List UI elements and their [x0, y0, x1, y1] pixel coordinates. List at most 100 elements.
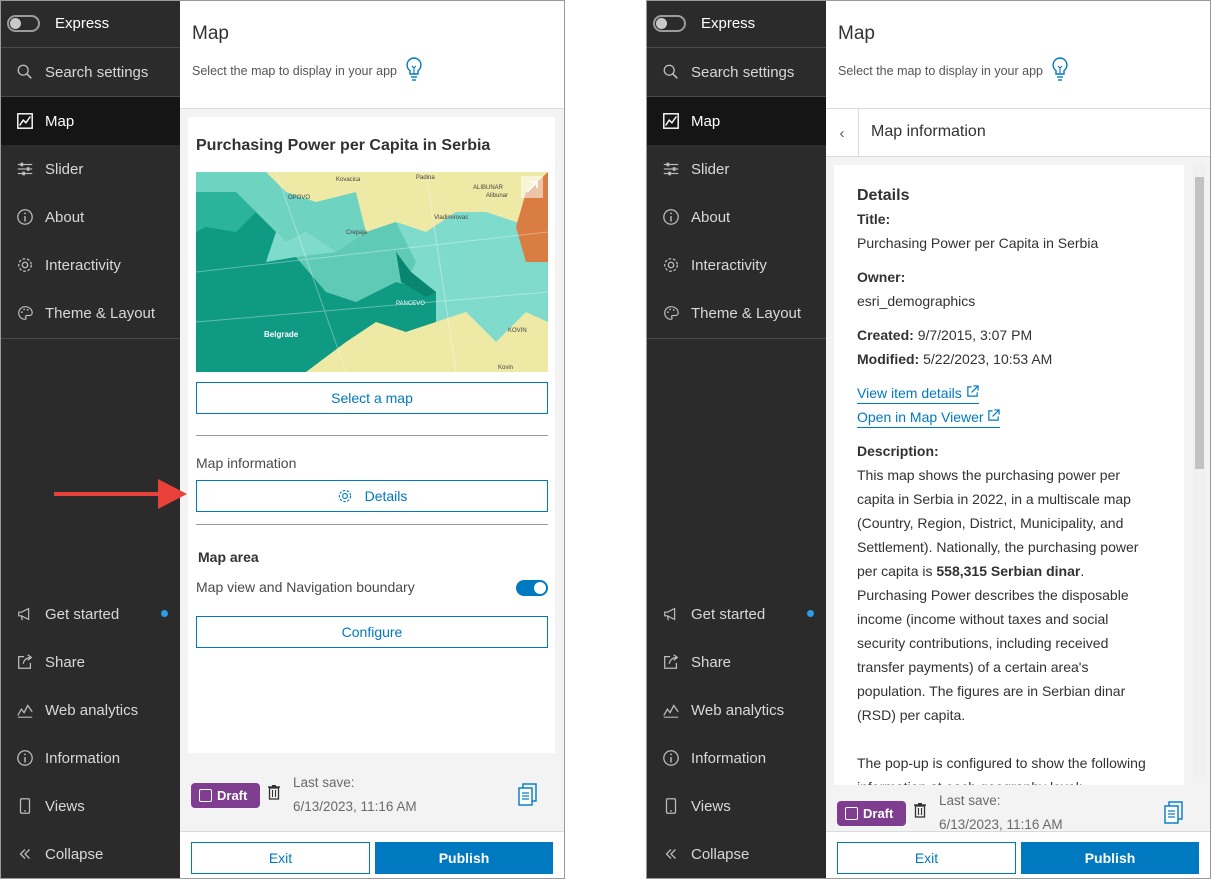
lightbulb-icon[interactable]: [404, 56, 424, 82]
created-row: Created: 9/7/2015, 3:07 PM: [857, 327, 1033, 343]
sidebar-item-interactivity[interactable]: Interactivity: [1, 241, 180, 289]
nav-boundary-label: Map view and Navigation boundary: [196, 579, 415, 595]
details-heading: Details: [857, 187, 910, 204]
search-icon: [661, 62, 681, 82]
sidebar-item-share[interactable]: Share: [647, 638, 826, 686]
map-thumbnail[interactable]: Kovacica Padina ALIBUNAR Alibunar OPOVO …: [196, 172, 548, 372]
exit-button[interactable]: Exit: [837, 842, 1016, 874]
express-toggle[interactable]: [653, 15, 686, 32]
slider-icon: [661, 159, 681, 179]
phone-icon: [661, 796, 681, 816]
svg-text:KOVIN: KOVIN: [508, 328, 527, 334]
trash-icon[interactable]: [267, 784, 281, 800]
analytics-icon: [661, 700, 681, 720]
map-title: Purchasing Power per Capita in Serbia: [196, 137, 491, 154]
sidebar-item-about[interactable]: About: [647, 193, 826, 241]
page-header: Map Select the map to display in your ap…: [826, 1, 1210, 109]
sidebar-item-slider[interactable]: Slider: [647, 145, 826, 193]
sidebar-item-web-analytics[interactable]: Web analytics: [647, 686, 826, 734]
notification-dot: [161, 610, 168, 617]
sidebar-item-information[interactable]: Information: [1, 734, 180, 782]
sidebar-item-interactivity[interactable]: Interactivity: [647, 241, 826, 289]
title-label: Title:: [857, 211, 891, 227]
page-title: Map: [192, 23, 229, 44]
page-header: Map Select the map to display in your ap…: [180, 1, 564, 109]
scrollbar-thumb[interactable]: [1195, 177, 1204, 469]
svg-text:Vladimirovac: Vladimirovac: [434, 215, 468, 221]
svg-text:PANCEVO: PANCEVO: [396, 301, 425, 307]
map-card: Purchasing Power per Capita in Serbia Ko…: [188, 117, 555, 753]
express-label: Express: [701, 15, 756, 32]
collapse-icon: [15, 844, 35, 864]
map-info-label: Map information: [196, 455, 297, 471]
svg-text:OPOVO: OPOVO: [288, 195, 310, 201]
modified-row: Modified: 5/22/2023, 10:53 AM: [857, 351, 1053, 367]
sidebar-item-web-analytics[interactable]: Web analytics: [1, 686, 180, 734]
publish-button[interactable]: Publish: [1021, 842, 1199, 874]
save-icon: [199, 789, 212, 802]
document-icon[interactable]: [518, 783, 538, 807]
sidebar-item-theme-layout[interactable]: Theme & Layout: [1, 289, 180, 337]
phone-icon: [15, 796, 35, 816]
view-item-details-link[interactable]: View item details: [857, 383, 979, 404]
sidebar-item-views[interactable]: Views: [647, 782, 826, 830]
sidebar-item-get-started[interactable]: Get started: [647, 590, 826, 638]
map-viewer-icon: [987, 409, 1000, 422]
page-subtitle: Select the map to display in your app: [838, 64, 1043, 78]
share-icon: [15, 652, 35, 672]
details-scrollbar[interactable]: [1193, 165, 1205, 777]
exit-button[interactable]: Exit: [191, 842, 370, 874]
right-panel: Express Search settings Map Slider About…: [646, 0, 1211, 879]
palette-icon: [661, 303, 681, 323]
megaphone-icon: [15, 604, 35, 624]
info-icon: [661, 207, 681, 227]
sidebar-item-map[interactable]: Map: [647, 97, 826, 145]
gear-icon: [661, 255, 681, 275]
sidebar-item-information[interactable]: Information: [647, 734, 826, 782]
select-map-button[interactable]: Select a map: [196, 382, 548, 414]
left-panel: Express Search settings Map Slider About…: [0, 0, 565, 879]
sidebar-item-share[interactable]: Share: [1, 638, 180, 686]
sidebar-item-collapse[interactable]: Collapse: [1, 830, 180, 878]
sidebar-item-search-settings[interactable]: Search settings: [1, 48, 180, 96]
description-label: Description:: [857, 443, 939, 459]
sidebar-item-theme-layout[interactable]: Theme & Layout: [647, 289, 826, 337]
open-map-viewer-link[interactable]: Open in Map Viewer: [857, 407, 1001, 428]
nav-boundary-switch[interactable]: [516, 580, 548, 596]
map-info-header: ‹ Map information: [826, 109, 1210, 157]
collapse-icon: [661, 844, 681, 864]
sidebar-item-map[interactable]: Map: [1, 97, 180, 145]
back-chevron-icon[interactable]: ‹: [826, 109, 859, 157]
search-icon: [15, 62, 35, 82]
map-area-heading: Map area: [198, 549, 259, 565]
trash-icon[interactable]: [913, 802, 927, 818]
document-icon[interactable]: [1164, 801, 1184, 825]
map-icon: [661, 111, 681, 131]
svg-text:ALIBUNAR: ALIBUNAR: [473, 185, 504, 191]
details-button[interactable]: Details: [196, 480, 548, 512]
svg-text:Crepaja: Crepaja: [346, 230, 368, 236]
sidebar-item-collapse[interactable]: Collapse: [647, 830, 826, 878]
sidebar-item-views[interactable]: Views: [1, 782, 180, 830]
notification-dot: [807, 610, 814, 617]
map-icon: [15, 111, 35, 131]
lightbulb-icon[interactable]: [1050, 56, 1070, 82]
sidebar-item-slider[interactable]: Slider: [1, 145, 180, 193]
description-para2: The pop-up is configured to show the fol…: [857, 755, 1146, 785]
svg-text:Alibunar: Alibunar: [486, 193, 508, 199]
main-content: Map Select the map to display in your ap…: [180, 1, 564, 878]
last-save: Last save: 6/13/2023, 11:16 AM: [293, 775, 417, 814]
sidebar-item-about[interactable]: About: [1, 193, 180, 241]
sidebar-item-search-settings[interactable]: Search settings: [647, 48, 826, 96]
main-content: Map Select the map to display in your ap…: [826, 1, 1210, 878]
svg-text:Kovin: Kovin: [498, 365, 513, 371]
publish-button[interactable]: Publish: [375, 842, 553, 874]
express-toggle[interactable]: [7, 15, 40, 32]
last-save: Last save: 6/13/2023, 11:16 AM: [939, 793, 1063, 832]
configure-button[interactable]: Configure: [196, 616, 548, 648]
title-value: Purchasing Power per Capita in Serbia: [857, 235, 1099, 251]
save-icon: [845, 807, 858, 820]
owner-label: Owner:: [857, 269, 906, 285]
sidebar-item-get-started[interactable]: Get started: [1, 590, 180, 638]
owner-value: esri_demographics: [857, 293, 976, 309]
